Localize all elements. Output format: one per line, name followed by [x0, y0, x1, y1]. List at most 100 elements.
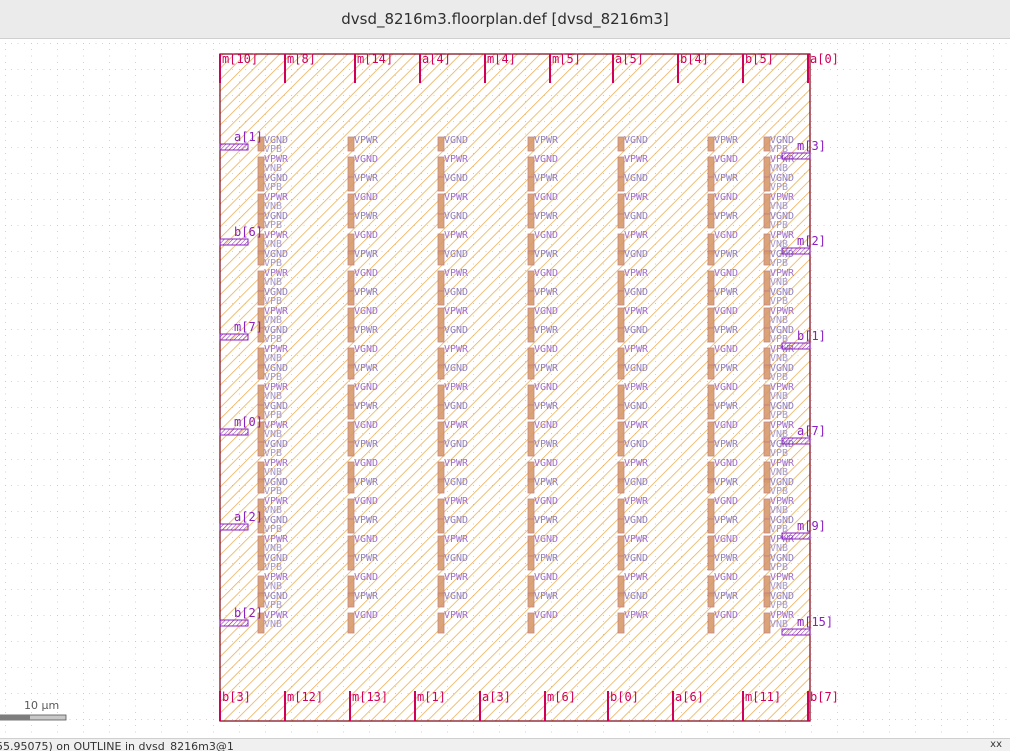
rail-label: VPWR	[624, 382, 649, 393]
rail-label: VGND	[354, 382, 378, 393]
rail-label: VPB	[264, 448, 282, 459]
rail-label: VNB	[770, 239, 788, 250]
rail-label: VGND	[534, 382, 558, 393]
top-pin-label: m[14]	[357, 52, 393, 66]
rail-label: VPB	[770, 258, 788, 269]
std-cell	[437, 441, 445, 457]
bottom-pin-label: m[1]	[417, 690, 446, 704]
rail-label: VGND	[770, 401, 794, 412]
rail-label: VGND	[714, 496, 738, 507]
left-pin-label: a[1]	[234, 130, 263, 144]
rail-label: VPWR	[534, 325, 559, 336]
layout-canvas[interactable]: VGNDVPBVPWRVNBVGNDVPBVPWRVNBVGNDVPBVPWRV…	[0, 39, 1010, 739]
rail-label: VGND	[264, 515, 288, 526]
rail-label: VPWR	[770, 572, 795, 583]
rail-label: VGND	[770, 325, 794, 336]
right-pin-stub	[781, 247, 811, 255]
std-cell	[437, 612, 445, 634]
rail-label: VNB	[264, 239, 282, 250]
std-cell	[707, 327, 715, 343]
rail-label: VPWR	[264, 610, 289, 621]
rail-label: VGND	[264, 211, 288, 222]
rail-label: VPWR	[264, 344, 289, 355]
rail-label: VGND	[770, 287, 794, 298]
scale-bar	[0, 714, 67, 721]
rail-label: VPWR	[354, 439, 379, 450]
std-cell	[347, 250, 355, 266]
top-pin-label: m[8]	[287, 52, 316, 66]
rail-label: VNB	[770, 315, 788, 326]
rail-label: VPWR	[444, 344, 469, 355]
std-cell	[257, 213, 265, 229]
rail-label: VGND	[770, 515, 794, 526]
rail-label: VGND	[444, 135, 468, 146]
rail-label: VPWR	[714, 515, 739, 526]
std-cell	[527, 518, 535, 534]
std-cell	[707, 364, 715, 380]
rail-label: VPWR	[354, 325, 379, 336]
rail-label: VPB	[770, 296, 788, 307]
rail-label: VPWR	[534, 477, 559, 488]
io-pins: m[10] m[8] m[14] a[4] m[4] m[5] a[5] b[4] b[5] a[…	[219, 52, 839, 721]
status-text: 55.95075) on OUTLINE in dvsd_8216m3@1	[0, 740, 234, 751]
std-cell	[437, 555, 445, 571]
rail-label: VPWR	[714, 173, 739, 184]
std-cell	[707, 555, 715, 571]
rail-label: VPWR	[264, 420, 289, 431]
rail-label: VPWR	[624, 344, 649, 355]
rail-label: VPWR	[264, 192, 289, 203]
rail-label: VNB	[264, 163, 282, 174]
std-cell	[437, 136, 445, 152]
std-cell	[707, 176, 715, 192]
left-pin-stub	[219, 428, 249, 436]
top-pin-label: a[4]	[422, 52, 451, 66]
rail-label: VPWR	[534, 249, 559, 260]
rail-label: VNB	[264, 201, 282, 212]
rail-label: VPB	[770, 410, 788, 421]
rail-label: VPWR	[714, 211, 739, 222]
rail-label: VGND	[770, 211, 794, 222]
top-pin-label: m[5]	[552, 52, 581, 66]
rail-label: VPWR	[264, 534, 289, 545]
rail-label: VGND	[264, 287, 288, 298]
rail-label: VPWR	[444, 192, 469, 203]
rail-label: VGND	[264, 173, 288, 184]
std-cell	[257, 518, 265, 534]
std-cell	[527, 404, 535, 420]
std-cell	[763, 136, 771, 152]
std-cell	[527, 555, 535, 571]
rail-label: VGND	[534, 420, 558, 431]
rail-label: VPWR	[264, 154, 289, 165]
std-cell	[763, 441, 771, 457]
rail-label: VGND	[444, 591, 468, 602]
rail-label: VPWR	[444, 458, 469, 469]
rail-label: VPB	[264, 410, 282, 421]
rail-label: VPWR	[354, 553, 379, 564]
rail-label: VGND	[444, 477, 468, 488]
rail-label: VNB	[264, 277, 282, 288]
rail-label: VPWR	[264, 496, 289, 507]
rail-label: VGND	[624, 173, 648, 184]
rail-label: VPWR	[354, 211, 379, 222]
rail-label: VGND	[714, 154, 738, 165]
rail-label: VGND	[714, 192, 738, 203]
right-pin-label: m[3]	[797, 139, 826, 153]
std-cell	[347, 404, 355, 420]
rail-label: VGND	[624, 249, 648, 260]
top-pin-label: b[5]	[745, 52, 774, 66]
left-pin-label: m[0]	[234, 415, 263, 429]
rail-label: VPWR	[714, 249, 739, 260]
rail-label: VGND	[534, 458, 558, 469]
std-cell	[347, 136, 355, 152]
rail-label: VPWR	[444, 306, 469, 317]
rail-label: VGND	[264, 325, 288, 336]
left-pin-stub	[219, 333, 249, 341]
rail-label: VGND	[354, 306, 378, 317]
rail-label: VPWR	[624, 610, 649, 621]
left-pin-stub	[219, 619, 249, 627]
rail-label: VGND	[264, 553, 288, 564]
std-cell	[347, 441, 355, 457]
rail-label: VPWR	[534, 211, 559, 222]
std-cell	[617, 518, 625, 534]
rail-label: VPWR	[444, 420, 469, 431]
